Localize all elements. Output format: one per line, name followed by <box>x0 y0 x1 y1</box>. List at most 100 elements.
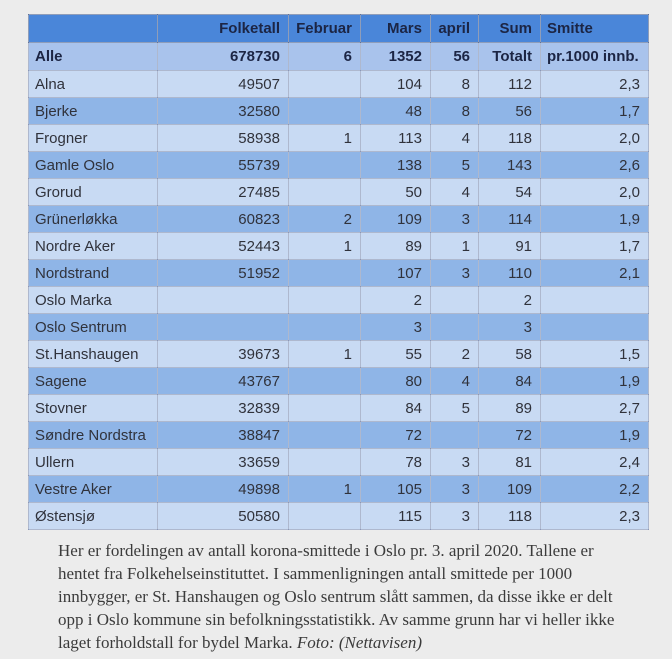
cell-april: 3 <box>430 475 479 503</box>
cell-mars: 3 <box>360 313 431 341</box>
cell-folketall: 51952 <box>157 259 289 287</box>
cell-smitte: pr.1000 innb. <box>540 42 649 71</box>
cell-mars: 55 <box>360 340 431 368</box>
cell-smitte: 1,9 <box>540 367 649 395</box>
cell-folketall: 55739 <box>157 151 289 179</box>
cell-smitte: 2,4 <box>540 448 649 476</box>
cell-mars: 107 <box>360 259 431 287</box>
table-row: Nordre Aker 52443 1 89 1 91 1,7 <box>28 232 649 260</box>
cell-smitte: 1,5 <box>540 340 649 368</box>
cell-sum: 118 <box>478 124 541 152</box>
cell-bydel: Alna <box>28 70 158 98</box>
cell-bydel: Østensjø <box>28 502 158 530</box>
cell-folketall: 27485 <box>157 178 289 206</box>
cell-sum: Totalt <box>478 42 541 71</box>
cell-mars: 109 <box>360 205 431 233</box>
table-row: Grorud 27485 50 4 54 2,0 <box>28 178 649 206</box>
table-row: Oslo Sentrum 3 3 <box>28 313 649 341</box>
table-row: Alna 49507 104 8 112 2,3 <box>28 70 649 98</box>
header-row: Folketall Februar Mars april Sum Smitte <box>28 14 649 43</box>
cell-bydel: Ullern <box>28 448 158 476</box>
cell-folketall: 39673 <box>157 340 289 368</box>
cell-mars: 48 <box>360 97 431 125</box>
cell-april: 8 <box>430 70 479 98</box>
cell-bydel: Oslo Marka <box>28 286 158 314</box>
cell-februar: 1 <box>288 340 361 368</box>
cell-smitte: 2,6 <box>540 151 649 179</box>
cell-april: 3 <box>430 502 479 530</box>
cell-bydel: Gamle Oslo <box>28 151 158 179</box>
table-row: Sagene 43767 80 4 84 1,9 <box>28 367 649 395</box>
cell-bydel: Grünerløkka <box>28 205 158 233</box>
cell-smitte <box>540 313 649 341</box>
cell-april: 5 <box>430 394 479 422</box>
cell-folketall: 52443 <box>157 232 289 260</box>
table-body: Alle 678730 6 1352 56 Totalt pr.1000 inn… <box>28 42 649 530</box>
table-row: Stovner 32839 84 5 89 2,7 <box>28 394 649 422</box>
header-sum: Sum <box>478 14 541 43</box>
cell-april: 3 <box>430 448 479 476</box>
header-februar: Februar <box>288 14 361 43</box>
table-row: Søndre Nordstra 38847 72 72 1,9 <box>28 421 649 449</box>
cell-folketall: 58938 <box>157 124 289 152</box>
cell-folketall: 60823 <box>157 205 289 233</box>
header-bydel <box>28 14 158 43</box>
cell-sum: 109 <box>478 475 541 503</box>
cell-smitte: 2,3 <box>540 502 649 530</box>
cell-sum: 112 <box>478 70 541 98</box>
cell-folketall: 49898 <box>157 475 289 503</box>
table-row: Frogner 58938 1 113 4 118 2,0 <box>28 124 649 152</box>
cell-folketall <box>157 286 289 314</box>
cell-bydel: Oslo Sentrum <box>28 313 158 341</box>
cell-sum: 3 <box>478 313 541 341</box>
cell-april <box>430 421 479 449</box>
table-row: Nordstrand 51952 107 3 110 2,1 <box>28 259 649 287</box>
cell-februar <box>288 259 361 287</box>
cell-mars: 89 <box>360 232 431 260</box>
cell-smitte: 1,7 <box>540 97 649 125</box>
cell-sum: 89 <box>478 394 541 422</box>
cell-sum: 91 <box>478 232 541 260</box>
table-row: Grünerløkka 60823 2 109 3 114 1,9 <box>28 205 649 233</box>
cell-april: 1 <box>430 232 479 260</box>
cell-folketall: 49507 <box>157 70 289 98</box>
cell-februar <box>288 367 361 395</box>
cell-bydel: Vestre Aker <box>28 475 158 503</box>
cell-februar <box>288 286 361 314</box>
cell-april <box>430 286 479 314</box>
cell-mars: 50 <box>360 178 431 206</box>
cell-folketall: 678730 <box>157 42 289 71</box>
cell-mars: 105 <box>360 475 431 503</box>
cell-april: 5 <box>430 151 479 179</box>
cell-folketall: 50580 <box>157 502 289 530</box>
cell-sum: 84 <box>478 367 541 395</box>
cell-sum: 2 <box>478 286 541 314</box>
cell-mars: 84 <box>360 394 431 422</box>
table-row: Oslo Marka 2 2 <box>28 286 649 314</box>
header-mars: Mars <box>360 14 431 43</box>
cell-mars: 138 <box>360 151 431 179</box>
cell-folketall: 33659 <box>157 448 289 476</box>
cell-smitte: 2,3 <box>540 70 649 98</box>
cell-april: 2 <box>430 340 479 368</box>
cell-april: 3 <box>430 205 479 233</box>
cell-sum: 143 <box>478 151 541 179</box>
cell-sum: 118 <box>478 502 541 530</box>
table-row: Vestre Aker 49898 1 105 3 109 2,2 <box>28 475 649 503</box>
cell-mars: 104 <box>360 70 431 98</box>
cell-bydel: St.Hanshaugen <box>28 340 158 368</box>
cell-sum: 72 <box>478 421 541 449</box>
cell-bydel: Stovner <box>28 394 158 422</box>
header-smitte: Smitte <box>540 14 649 43</box>
cell-bydel: Nordstrand <box>28 259 158 287</box>
cell-sum: 110 <box>478 259 541 287</box>
cell-sum: 58 <box>478 340 541 368</box>
table-row: Ullern 33659 78 3 81 2,4 <box>28 448 649 476</box>
photo-credit: Foto: (Nettavisen) <box>296 633 422 653</box>
cell-februar: 6 <box>288 42 361 71</box>
cell-mars: 78 <box>360 448 431 476</box>
cell-folketall: 38847 <box>157 421 289 449</box>
cell-februar <box>288 313 361 341</box>
cell-bydel: Nordre Aker <box>28 232 158 260</box>
